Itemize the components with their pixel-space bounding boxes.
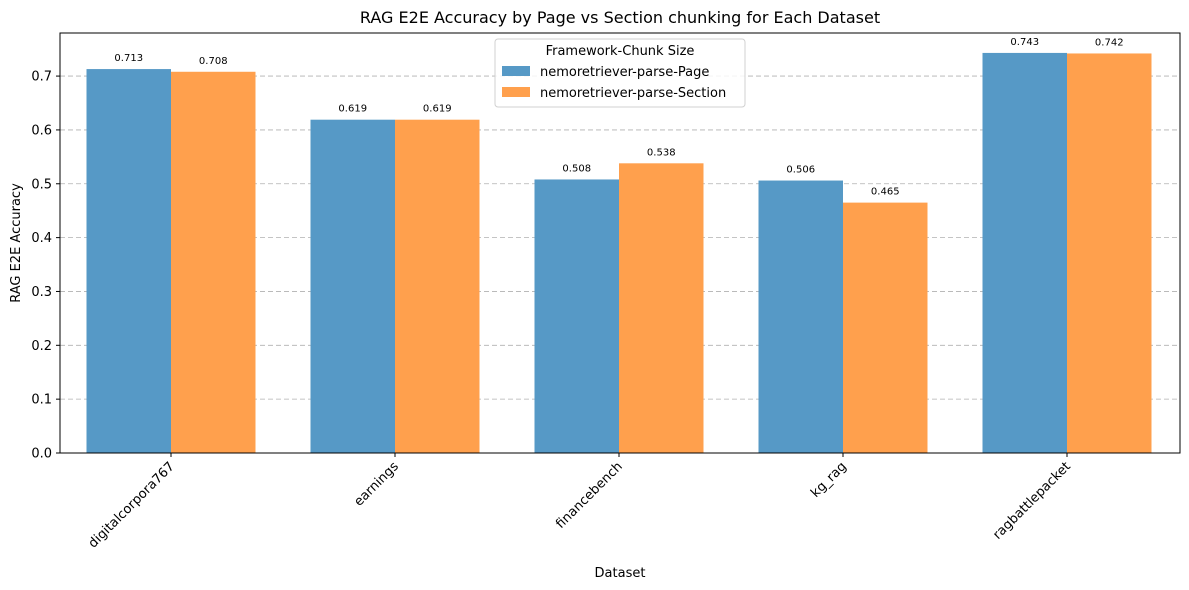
bar-page (86, 69, 171, 454)
bar-page (982, 52, 1067, 454)
x-axis-label: Dataset (595, 566, 646, 581)
y-tick-label: 0.3 (31, 285, 52, 300)
bars (86, 52, 1152, 454)
y-tick-label: 0.2 (31, 339, 52, 354)
bar-section (619, 163, 704, 454)
y-tick-label: 0.6 (31, 123, 52, 138)
bar-value-label: 0.506 (786, 165, 815, 176)
legend-entry-page: nemoretriever-parse-Page (540, 65, 709, 80)
y-axis-ticks: 0.0 0.1 0.2 0.3 0.4 0.5 0.6 0.7 (31, 70, 60, 462)
bar-value-label: 0.742 (1095, 37, 1124, 48)
bar-labels: 0.713 0.708 0.619 0.619 0.508 0.538 0.506 0.465… (114, 37, 1123, 198)
bar-page (310, 119, 395, 453)
y-tick-label: 0.4 (31, 231, 52, 246)
bar-value-label: 0.619 (338, 104, 367, 115)
legend-title: Framework-Chunk Size (546, 44, 695, 59)
bar-value-label: 0.708 (199, 56, 228, 67)
legend-swatch-page (502, 66, 530, 76)
x-tick-label: kg_rag (808, 459, 850, 501)
bar-section (395, 119, 480, 453)
x-tick-label: financebench (553, 459, 626, 532)
bar-value-label: 0.465 (871, 187, 900, 198)
x-tick-label: ragbattlepacket (990, 459, 1074, 543)
bar-value-label: 0.743 (1010, 37, 1039, 48)
y-tick-label: 0.1 (31, 393, 52, 408)
x-axis-ticks: digitalcorpora767 earnings financebench kg_… (86, 453, 1074, 551)
y-tick-label: 0.0 (31, 447, 52, 462)
legend-box (494, 38, 746, 108)
legend-entry-section: nemoretriever-parse-Section (540, 86, 726, 101)
bar-section (1067, 53, 1152, 453)
x-tick-label: digitalcorpora767 (86, 459, 178, 551)
bar-page (534, 179, 619, 453)
chart-title: RAG E2E Accuracy by Page vs Section chun… (360, 8, 880, 27)
bar-value-label: 0.619 (423, 104, 452, 115)
x-tick-label: earnings (351, 459, 402, 510)
y-axis-label: RAG E2E Accuracy (9, 183, 24, 303)
legend-swatch-section (502, 87, 530, 97)
y-tick-label: 0.5 (31, 177, 52, 192)
bar-value-label: 0.508 (562, 163, 591, 174)
bar-section (171, 71, 256, 454)
bar-page (758, 180, 843, 454)
bar-value-label: 0.538 (647, 147, 676, 158)
bar-value-label: 0.713 (114, 53, 143, 64)
plot-frame (59, 32, 1181, 454)
y-tick-label: 0.7 (31, 70, 52, 85)
legend: Framework-Chunk Size nemoretriever-parse… (494, 38, 746, 108)
bar-section (843, 202, 928, 453)
